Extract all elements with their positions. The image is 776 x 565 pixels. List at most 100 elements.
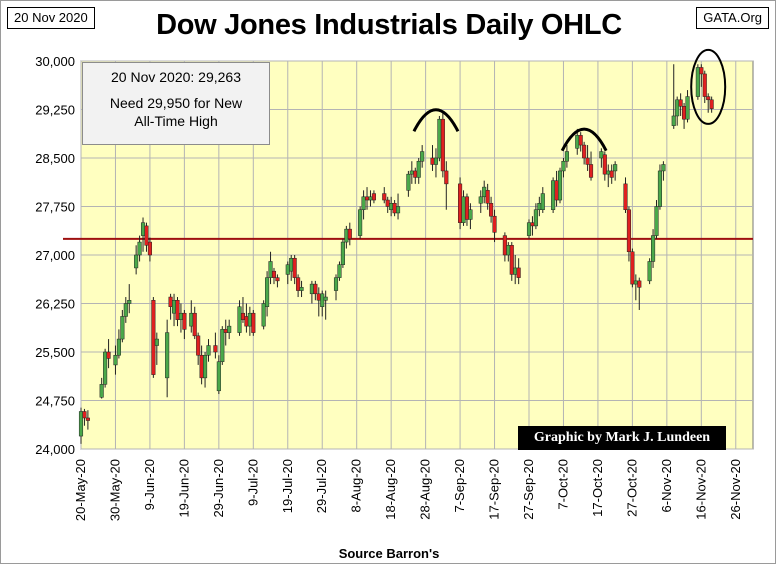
x-tick-label: 7-Sep-20 [452,459,467,512]
chart-title: Dow Jones Industrials Daily OHLC [156,9,622,41]
candle-up [268,251,273,285]
candle-up [661,161,666,181]
candle-down [444,161,449,210]
x-tick-label: 7-Oct-20 [555,459,570,510]
info-target-line1: Need 29,950 for New [109,95,243,111]
candle-body [702,73,707,97]
candle-body [395,206,401,214]
candle-body [533,209,538,227]
candle-up [557,167,563,204]
candle-body [134,254,139,269]
candle-up [78,407,84,444]
candle-body [516,267,521,278]
candle-body [199,354,204,379]
candle-up [299,280,304,298]
candle-body [509,245,514,275]
candle-down [196,332,201,365]
candle-up [323,290,328,320]
candle-down [485,183,490,210]
candle-body [140,222,146,236]
candle-up [478,190,483,213]
info-target: Need 29,950 for New All-Time High [83,94,269,130]
candle-down [602,151,607,181]
candle-body [320,293,325,307]
candle-up [657,164,663,210]
candle-down [313,280,318,301]
candle-up [127,284,132,314]
candle-body [654,206,659,236]
candle-body [85,417,90,421]
candle-up [123,297,128,323]
candle-up [227,319,232,340]
candle-up [433,148,439,178]
candle-body [561,160,566,172]
candle-body [340,241,345,265]
candle-down [382,187,387,204]
x-tick-label: 27-Oct-20 [624,459,639,517]
candle-body [103,351,108,385]
candle-up [206,339,211,362]
candle-body [285,264,290,275]
x-tick-label: 29-Jul-20 [314,459,329,513]
y-tick-label: 29,250 [35,103,75,118]
candle-body [333,277,339,291]
candle-body [113,354,118,366]
candle-body [657,170,663,207]
candle-body [430,157,435,165]
candle-body [695,67,700,97]
candle-down [147,237,152,262]
candle-down [609,164,614,184]
candle-up [651,229,656,268]
x-tick-label: 30-May-20 [107,459,122,521]
candle-body [271,270,277,278]
peak-arc [412,108,460,132]
candle-down [702,70,707,104]
current-price-circle [690,48,727,125]
candle-body [540,193,545,210]
candle-body [406,173,411,191]
candle-down [85,410,90,430]
candle-body [706,96,711,101]
candle-body [554,180,559,201]
candle-up [551,177,556,213]
y-axis-ticks: 24,000 24,750 25,500 26,250 27,000 27,750 28,5… [35,54,75,457]
candle-body [196,335,201,356]
candle-down [271,267,277,285]
candle-up [420,145,425,168]
candle-body [382,193,387,201]
info-target-line2: All-Time High [134,113,218,129]
candle-body [147,241,152,256]
candle-down [492,209,497,243]
candle-down [585,145,590,171]
candle-body [464,196,470,220]
candle-up [526,219,532,239]
candle-down [347,222,352,246]
candle-body [216,361,221,392]
candle-body [409,170,414,175]
candle-up [337,261,342,281]
candle-down [106,339,111,369]
y-tick-label: 26,250 [35,297,75,312]
candle-body [127,300,132,304]
candle-body [175,300,180,320]
candle-down [699,64,704,87]
candle-body [416,160,421,178]
candle-down [489,196,494,223]
candle-up [695,64,700,100]
candle-up [333,274,339,301]
candle-up [137,235,142,262]
candle-up [99,377,104,399]
candle-down [709,96,714,113]
candle-down [637,277,642,310]
y-tick-label: 30,000 [35,54,75,69]
candle-body [647,261,652,282]
candle-body [244,316,249,327]
candle-body [389,203,394,210]
candle-body [364,196,370,201]
y-tick-label: 28,500 [35,151,75,166]
info-box: 20 Nov 2020: 29,263 Need 29,950 for New … [82,62,270,145]
candle-down [509,242,514,281]
candle-body [433,157,439,165]
candle-up [468,203,473,230]
